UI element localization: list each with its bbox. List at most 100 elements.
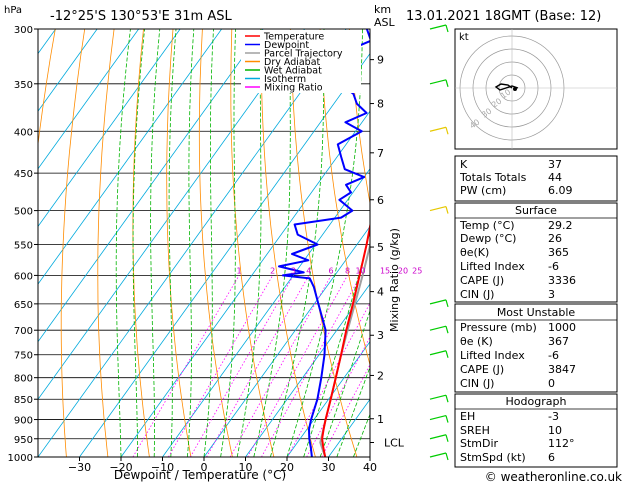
mixing-ratio-value: 1 xyxy=(237,266,242,275)
surface-dewp-label: Dewp (°C) xyxy=(460,232,516,245)
surface-cin-label: CIN (J) xyxy=(460,288,494,301)
surface-title: Surface xyxy=(515,204,557,217)
sounding-profiles xyxy=(278,29,370,457)
altitude-tick-label: LCL xyxy=(384,436,405,449)
altitude-tick-label: 4 xyxy=(377,286,384,299)
altitude-tick-label: 1 xyxy=(377,413,384,426)
stmdir-value: 112° xyxy=(548,437,575,450)
legend-entry: Isotherm xyxy=(264,74,306,85)
pressure-tick-label: 300 xyxy=(14,25,33,36)
mu-cape-label: CAPE (J) xyxy=(460,363,504,376)
eh-value: -3 xyxy=(548,410,559,423)
hodograph-unit-label: kt xyxy=(459,32,469,43)
mixing-ratio-value: 10 xyxy=(355,266,365,275)
x-axis-title: Dewpoint / Temperature (°C) xyxy=(114,468,286,482)
wind-barb-flag xyxy=(445,127,449,135)
datetime-title: 13.01.2021 18GMT (Base: 12) xyxy=(406,9,601,24)
hodograph: kt 10 20 30 40 xyxy=(454,28,618,150)
wind-barb-shaft xyxy=(429,452,447,458)
wind-barb-shaft xyxy=(429,299,447,305)
wet-adiabat-lines xyxy=(115,29,370,457)
altitude-tick-label: 8 xyxy=(377,98,384,111)
mixing-ratio-value: 15 xyxy=(380,266,390,275)
hodograph-storm-marker xyxy=(513,87,517,91)
isotherm-line xyxy=(245,283,370,457)
pw-value: 6.09 xyxy=(548,184,573,197)
dry-adiabat-line xyxy=(198,29,233,457)
hodograph-trace xyxy=(494,83,519,91)
wind-barb-shaft xyxy=(429,206,447,212)
wind-barb-flag xyxy=(445,299,449,308)
legend-entry: Dry Adiabat xyxy=(264,57,321,68)
wind-barb-shaft xyxy=(429,24,447,30)
wind-barb-shaft xyxy=(429,394,447,400)
isotherm-line xyxy=(38,29,264,343)
mixing-ratio-axis-title: Mixing Ratio (g/kg) xyxy=(388,228,401,332)
legend-background xyxy=(241,30,361,93)
wet-adiabat-line xyxy=(203,29,214,457)
mixing-ratio-value: 3 xyxy=(291,266,296,275)
dry-adiabat-line xyxy=(97,29,115,457)
wet-adiabat-line xyxy=(187,29,195,457)
most-unstable-title: Most Unstable xyxy=(497,306,576,319)
surface-cin-value: 3 xyxy=(548,288,555,301)
stmspd-label: StmSpd (kt) xyxy=(460,451,526,464)
asl-unit-label: ASL xyxy=(374,16,396,29)
wind-barb-flag xyxy=(445,434,449,442)
k-index-value: 37 xyxy=(548,158,562,171)
legend-entry: Temperature xyxy=(263,32,324,43)
km-unit-label: km xyxy=(374,3,391,16)
mu-cape-value: 3847 xyxy=(548,363,576,376)
wind-barb-shaft xyxy=(429,126,447,132)
wind-barb-flag xyxy=(445,79,449,87)
isotherm-line xyxy=(286,341,370,457)
pressure-tick-label: 350 xyxy=(14,80,33,91)
wind-barb-flag xyxy=(445,24,449,33)
wet-adiabat-line xyxy=(115,29,131,457)
mu-theta-label: θe (K) xyxy=(460,335,493,348)
wind-barb-flag xyxy=(445,395,449,403)
indices-box xyxy=(454,155,618,202)
wet-adiabat-line xyxy=(168,29,177,457)
sreh-value: 10 xyxy=(548,424,562,437)
mixing-ratio-line xyxy=(247,275,348,457)
mixing-ratio-lines xyxy=(132,275,370,457)
wind-barbs xyxy=(429,24,449,461)
pressure-tick-label: 850 xyxy=(14,395,33,406)
totals-totals-value: 44 xyxy=(548,171,562,184)
temperature-axis: −30 −20 −10 0 10 20 30 40 xyxy=(68,457,377,474)
altitude-tick-label: 5 xyxy=(377,241,384,254)
wind-barb-flag xyxy=(445,415,449,423)
pressure-tick-label: 750 xyxy=(14,351,33,362)
mixing-ratio-line xyxy=(132,275,240,457)
wind-barb-shaft xyxy=(429,350,447,356)
location-title: -12°25'S 130°53'E 31m ASL xyxy=(50,9,232,24)
hodograph-frame xyxy=(454,28,618,150)
legend-entry: Wet Adiabat xyxy=(264,66,322,77)
wet-adiabat-line xyxy=(220,29,236,457)
temperature-tick-label: 40 xyxy=(363,461,377,474)
wet-adiabat-line xyxy=(132,29,146,457)
mu-cin-value: 0 xyxy=(548,377,555,390)
wet-adiabat-line xyxy=(286,29,363,457)
mu-li-value: -6 xyxy=(548,349,559,362)
mixing-ratio-value: 2 xyxy=(270,266,275,275)
wind-barb-flag xyxy=(445,350,449,358)
temperature-tick-label: −10 xyxy=(151,461,174,474)
temperature-tick-label: 10 xyxy=(239,461,253,474)
isotherm-lines xyxy=(38,29,370,457)
wet-adiabat-line xyxy=(253,29,291,457)
isotherm-line xyxy=(38,29,181,228)
k-index-label: K xyxy=(460,158,468,171)
surface-theta-label: θe(K) xyxy=(460,246,489,259)
altitude-tick-label: 6 xyxy=(377,194,384,207)
wind-barb-flag xyxy=(445,326,449,334)
isotherm-line xyxy=(38,29,98,112)
altitude-tick-label: 3 xyxy=(377,329,384,342)
pressure-tick-label: 650 xyxy=(14,300,33,311)
surface-theta-value: 365 xyxy=(548,246,569,259)
dewpoint-line xyxy=(278,29,370,457)
pressure-axis: 300 350 400 450 500 550 600 650 700 750 800 850 900 9… xyxy=(8,25,38,464)
most-unstable-box xyxy=(454,303,618,393)
legend-entry: Dewpoint xyxy=(264,40,309,51)
